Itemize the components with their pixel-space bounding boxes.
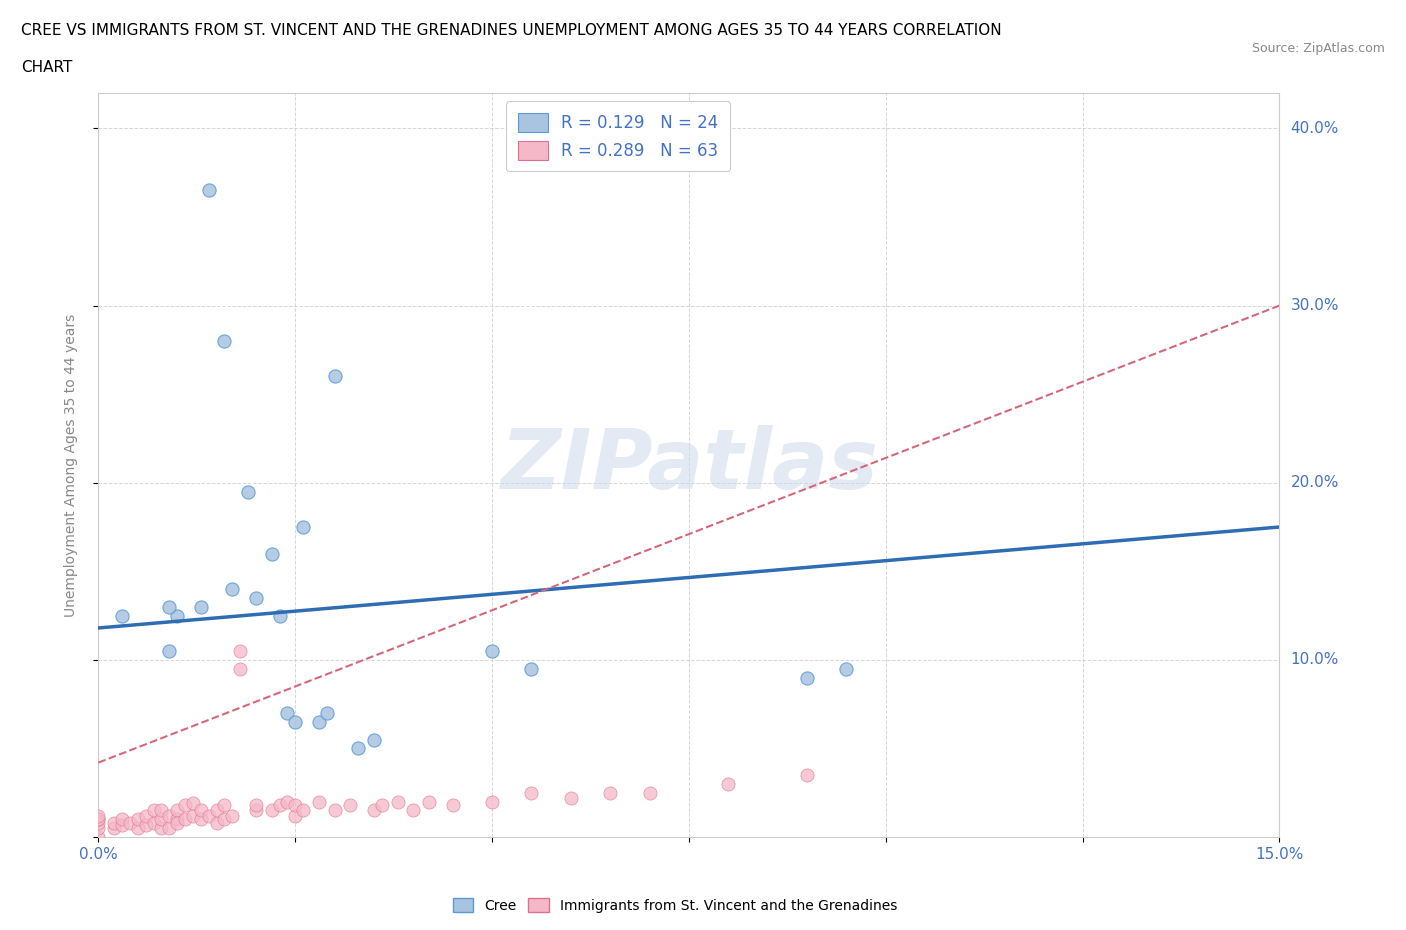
- Point: [150, 812, 173, 827]
- Point: [441, 798, 464, 813]
- Point: [87, 812, 110, 827]
- Point: [229, 661, 252, 676]
- Point: [166, 608, 188, 623]
- Point: [87, 808, 110, 823]
- Text: 10.0%: 10.0%: [1291, 652, 1339, 668]
- Point: [481, 644, 503, 658]
- Point: [190, 803, 212, 817]
- Point: [142, 803, 165, 817]
- Y-axis label: Unemployment Among Ages 35 to 44 years: Unemployment Among Ages 35 to 44 years: [63, 313, 77, 617]
- Point: [260, 546, 283, 561]
- Point: [560, 790, 582, 805]
- Point: [315, 706, 337, 721]
- Point: [157, 820, 180, 835]
- Point: [347, 741, 370, 756]
- Point: [308, 794, 330, 809]
- Point: [717, 777, 740, 791]
- Point: [835, 661, 858, 676]
- Point: [111, 812, 134, 827]
- Point: [197, 808, 219, 823]
- Point: [135, 808, 157, 823]
- Point: [135, 817, 157, 832]
- Point: [638, 785, 661, 800]
- Point: [292, 520, 315, 535]
- Point: [520, 785, 543, 800]
- Point: [284, 714, 307, 729]
- Point: [157, 599, 180, 614]
- Point: [284, 798, 307, 813]
- Point: [103, 820, 125, 835]
- Point: [371, 798, 394, 813]
- Text: ZIPatlas: ZIPatlas: [501, 424, 877, 506]
- Point: [308, 714, 330, 729]
- Point: [269, 798, 291, 813]
- Point: [174, 798, 197, 813]
- Point: [166, 803, 188, 817]
- Point: [87, 816, 110, 830]
- Point: [229, 644, 252, 658]
- Point: [174, 812, 197, 827]
- Legend: Cree, Immigrants from St. Vincent and the Grenadines: Cree, Immigrants from St. Vincent and th…: [447, 893, 903, 919]
- Point: [363, 803, 385, 817]
- Point: [87, 820, 110, 835]
- Point: [236, 485, 259, 499]
- Legend: R = 0.129   N = 24, R = 0.289   N = 63: R = 0.129 N = 24, R = 0.289 N = 63: [506, 101, 730, 171]
- Point: [221, 581, 243, 596]
- Point: [166, 812, 188, 827]
- Point: [214, 798, 236, 813]
- Point: [127, 812, 149, 827]
- Point: [323, 369, 346, 384]
- Point: [418, 794, 440, 809]
- Point: [402, 803, 425, 817]
- Point: [103, 816, 125, 830]
- Point: [150, 803, 173, 817]
- Point: [181, 808, 204, 823]
- Point: [157, 644, 180, 658]
- Point: [339, 798, 361, 813]
- Point: [190, 812, 212, 827]
- Point: [260, 803, 283, 817]
- Point: [323, 803, 346, 817]
- Text: 30.0%: 30.0%: [1291, 299, 1339, 313]
- Point: [269, 608, 291, 623]
- Point: [181, 796, 204, 811]
- Point: [363, 732, 385, 747]
- Point: [205, 816, 228, 830]
- Point: [166, 816, 188, 830]
- Point: [481, 794, 503, 809]
- Point: [245, 798, 267, 813]
- Point: [214, 334, 236, 349]
- Point: [142, 816, 165, 830]
- Point: [245, 803, 267, 817]
- Point: [276, 794, 298, 809]
- Point: [796, 767, 818, 782]
- Point: [214, 812, 236, 827]
- Point: [292, 803, 315, 817]
- Point: [87, 812, 110, 827]
- Point: [796, 671, 818, 685]
- Point: [150, 820, 173, 835]
- Point: [387, 794, 409, 809]
- Point: [205, 803, 228, 817]
- Point: [245, 591, 267, 605]
- Point: [111, 817, 134, 832]
- Point: [599, 785, 621, 800]
- Point: [520, 661, 543, 676]
- Point: [87, 830, 110, 844]
- Point: [284, 808, 307, 823]
- Point: [221, 808, 243, 823]
- Point: [276, 706, 298, 721]
- Point: [157, 808, 180, 823]
- Point: [190, 599, 212, 614]
- Point: [118, 816, 141, 830]
- Text: CHART: CHART: [21, 60, 73, 75]
- Point: [197, 183, 219, 198]
- Text: 40.0%: 40.0%: [1291, 121, 1339, 136]
- Point: [127, 820, 149, 835]
- Text: Source: ZipAtlas.com: Source: ZipAtlas.com: [1251, 42, 1385, 55]
- Text: 20.0%: 20.0%: [1291, 475, 1339, 490]
- Text: CREE VS IMMIGRANTS FROM ST. VINCENT AND THE GRENADINES UNEMPLOYMENT AMONG AGES 3: CREE VS IMMIGRANTS FROM ST. VINCENT AND …: [21, 23, 1001, 38]
- Point: [111, 608, 134, 623]
